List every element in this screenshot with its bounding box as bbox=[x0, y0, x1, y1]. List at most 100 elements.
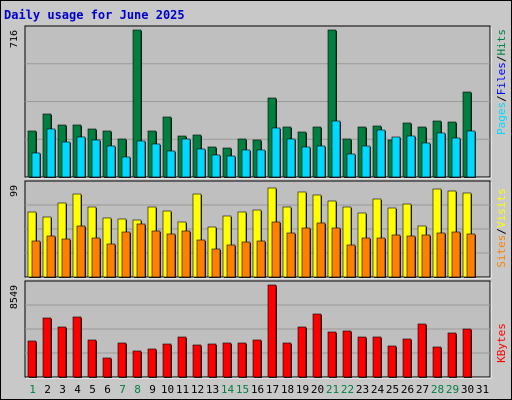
visits-max-label: 99 bbox=[9, 185, 20, 197]
day-label: 18 bbox=[281, 383, 294, 396]
hits-pages-bar bbox=[121, 156, 131, 178]
visits-sites-bar bbox=[241, 241, 251, 278]
visits-sites-bar bbox=[46, 235, 56, 278]
kbytes-kbytes-bar bbox=[252, 339, 262, 378]
day-label: 11 bbox=[176, 383, 189, 396]
hits-pages-bar bbox=[256, 149, 266, 178]
day-label: 19 bbox=[296, 383, 309, 396]
day-label: 3 bbox=[59, 383, 66, 396]
day-label: 17 bbox=[266, 383, 279, 396]
day-label: 25 bbox=[386, 383, 399, 396]
hits-pages-bar bbox=[436, 132, 446, 178]
kbytes-kbytes-bar bbox=[357, 336, 367, 378]
kbytes-kbytes-bar bbox=[42, 317, 52, 378]
kbytes-kbytes-bar bbox=[387, 345, 397, 378]
kbytes-kbytes-bar bbox=[57, 326, 67, 378]
day-label: 22 bbox=[341, 383, 354, 396]
day-label: 9 bbox=[149, 383, 156, 396]
day-label: 7 bbox=[119, 383, 126, 396]
hits-legend-part: Hits bbox=[495, 29, 508, 56]
kbytes-max-label: 8549 bbox=[9, 285, 20, 309]
hits-pages-bar bbox=[76, 136, 86, 178]
kbytes-kbytes-bar bbox=[402, 338, 412, 378]
hits-pages-bar bbox=[46, 128, 56, 178]
hits-pages-bar bbox=[31, 152, 41, 178]
hits-pages-bar bbox=[391, 136, 401, 178]
kbytes-kbytes-bar bbox=[117, 342, 127, 378]
hits-pages-bar bbox=[226, 155, 236, 178]
chart-title: Daily usage for June 2025 bbox=[4, 8, 185, 22]
hits-legend-part: Pages bbox=[495, 102, 508, 135]
visits-sites-bar bbox=[376, 237, 386, 278]
kbytes-kbytes-bar bbox=[372, 336, 382, 378]
kbytes-kbytes-bar bbox=[132, 350, 142, 378]
visits-sites-bar bbox=[436, 232, 446, 278]
visits-sites-bar bbox=[61, 238, 71, 278]
visits-sites-bar bbox=[91, 237, 101, 278]
visits-legend-part: Sites bbox=[495, 235, 508, 268]
legends: Pages/Files/Hits Sites/Visits KBytes bbox=[495, 29, 508, 363]
kbytes-kbytes-bar bbox=[312, 313, 322, 378]
hits-pages-bar bbox=[361, 145, 371, 178]
visits-sites-bar bbox=[196, 239, 206, 278]
day-label: 6 bbox=[104, 383, 111, 396]
visits-sites-bar bbox=[421, 234, 431, 278]
hits-pages-bar bbox=[466, 130, 476, 178]
hits-pages-bar bbox=[166, 150, 176, 178]
day-label: 26 bbox=[401, 383, 414, 396]
hits-pages-bar bbox=[286, 138, 296, 178]
hits-legend-part: Files bbox=[495, 62, 508, 95]
hits-max-label: 716 bbox=[9, 30, 20, 48]
kbytes-kbytes-bar bbox=[267, 284, 277, 378]
kbytes-legend-part: KBytes bbox=[495, 323, 508, 363]
visits-sites-bar bbox=[391, 234, 401, 278]
hits-pages-bar bbox=[196, 148, 206, 178]
visits-sites-bar bbox=[136, 223, 146, 278]
day-label: 21 bbox=[326, 383, 339, 396]
day-label: 20 bbox=[311, 383, 324, 396]
visits-sites-bar bbox=[451, 231, 461, 278]
hits-pages-bar bbox=[451, 137, 461, 178]
day-label: 12 bbox=[191, 383, 204, 396]
hits-pages-bar bbox=[151, 143, 161, 178]
day-label: 1 bbox=[29, 383, 36, 396]
visits-sites-bar bbox=[331, 227, 341, 278]
hits-legend: Pages/Files/Hits bbox=[495, 29, 508, 135]
kbytes-kbytes-bar bbox=[432, 346, 442, 378]
kbytes-kbytes-bar bbox=[27, 340, 37, 378]
visits-legend-part: / bbox=[495, 228, 508, 235]
kbytes-kbytes-bar bbox=[87, 339, 97, 378]
kbytes-kbytes-bar bbox=[417, 323, 427, 378]
kbytes-kbytes-bar bbox=[177, 336, 187, 378]
kbytes-legend: KBytes bbox=[495, 323, 508, 363]
hits-pages-bar bbox=[211, 154, 221, 178]
day-label: 30 bbox=[461, 383, 474, 396]
day-labels: 1 2 3 4 5 6 7 8 9 10 11 12 13 14 15 16 17 18 19 20 21 22 23 24 2… bbox=[29, 383, 489, 396]
hits-pages-bar bbox=[91, 139, 101, 178]
kbytes-kbytes-bar bbox=[72, 316, 82, 378]
hits-pages-bar bbox=[421, 142, 431, 178]
hits-pages-bar bbox=[106, 145, 116, 178]
kbytes-panel: 8549 bbox=[9, 280, 492, 379]
day-label: 4 bbox=[74, 383, 81, 396]
visits-sites-bar bbox=[226, 244, 236, 278]
day-label: 14 bbox=[221, 383, 235, 396]
day-label: 8 bbox=[134, 383, 141, 396]
day-label: 15 bbox=[236, 383, 249, 396]
visits-sites-bar bbox=[181, 230, 191, 278]
kbytes-kbytes-bar bbox=[462, 328, 472, 378]
day-label: 13 bbox=[206, 383, 219, 396]
hits-pages-bar bbox=[61, 141, 71, 178]
day-label: 5 bbox=[89, 383, 96, 396]
day-label: 23 bbox=[356, 383, 369, 396]
visits-sites-bar bbox=[211, 248, 221, 278]
day-label: 27 bbox=[416, 383, 429, 396]
kbytes-kbytes-bar bbox=[192, 344, 202, 378]
visits-sites-bar bbox=[301, 227, 311, 278]
visits-legend: Sites/Visits bbox=[495, 188, 508, 268]
kbytes-kbytes-bar bbox=[222, 342, 232, 378]
visits-sites-bar bbox=[106, 243, 116, 278]
visits-legend-part: Visits bbox=[495, 188, 508, 228]
visits-sites-bar bbox=[406, 235, 416, 278]
kbytes-kbytes-bar bbox=[147, 348, 157, 378]
